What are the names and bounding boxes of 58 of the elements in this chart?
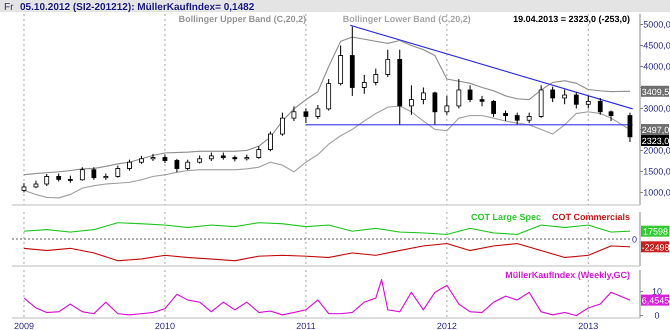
candlestick (127, 159, 132, 172)
chart-title: 05.10.2012 (SI2-201212): MüllerKaufIndex= 0,1482 (20, 2, 255, 13)
candlestick (586, 95, 591, 109)
annotation: 17598 (642, 226, 668, 237)
candlestick (256, 146, 262, 160)
candlestick (491, 100, 496, 118)
y-tick-label: 10 (652, 286, 662, 297)
chart-subtitle: Fr (4, 2, 14, 13)
data-label: 2497,0 (642, 125, 670, 136)
candlestick (304, 108, 308, 124)
candlestick (268, 131, 273, 152)
candlestick (91, 166, 96, 180)
candlestick (315, 104, 320, 120)
x-tick-label: 2012 (436, 321, 457, 330)
candlestick (562, 89, 568, 105)
annotation: 19.04.2013 = 2323,0 (-253,0) (513, 14, 630, 24)
candlestick (598, 97, 603, 116)
candlestick (115, 165, 120, 178)
candlestick (44, 173, 50, 187)
line-series (23, 279, 631, 316)
candlestick (22, 182, 26, 193)
candlestick (280, 112, 285, 136)
text: Bollinger Lower Band (C,20,2) (342, 14, 471, 24)
series-label: MüllerKaufIndex (Weekly,GC) (505, 270, 630, 280)
candlestick (420, 86, 426, 105)
candlestick (80, 166, 85, 182)
text: COT Commercials (552, 212, 630, 222)
x-tick-label: 2013 (578, 321, 598, 330)
series-label: COT Large Spec (470, 212, 541, 222)
candlestick (550, 86, 556, 103)
candlestick (608, 110, 614, 122)
candlestick (362, 74, 367, 94)
x-tick-label: 2011 (296, 321, 316, 330)
candlestick (628, 112, 632, 143)
candlestick (503, 110, 508, 122)
candlestick (468, 84, 472, 103)
ref-line-label: 0 (632, 234, 637, 244)
candlestick (174, 158, 180, 173)
candlestick (574, 92, 579, 109)
candlestick (444, 95, 450, 116)
candlestick (514, 112, 520, 125)
candlestick (373, 68, 378, 86)
candlestick (456, 78, 462, 109)
annotation: -22498 (641, 242, 670, 252)
candlestick (480, 95, 484, 107)
candlestick (385, 49, 390, 78)
data-label: 3409,5 (642, 86, 670, 97)
candlestick (526, 112, 532, 124)
text: Bollinger Upper Band (C,20,2) (178, 14, 306, 24)
candlestick (185, 159, 190, 171)
candlestick (292, 106, 296, 122)
candlestick (432, 91, 438, 125)
annotation: 2323,0 (642, 136, 670, 146)
x-tick-label: 2010 (154, 321, 175, 330)
x-tick-label: 2009 (14, 321, 34, 330)
data-label: 6,4545 (642, 296, 670, 306)
y-tick-label: 0 (654, 310, 660, 321)
candlestick (408, 84, 414, 116)
